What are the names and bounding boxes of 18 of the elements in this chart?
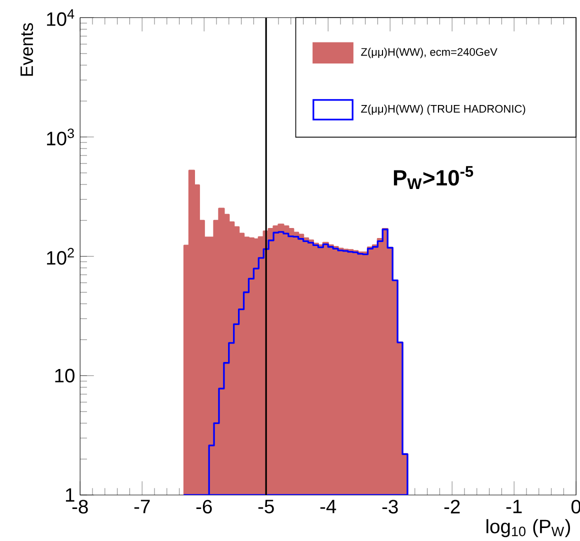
x-tick-label: -2 bbox=[444, 500, 460, 514]
x-tick-label: -1 bbox=[506, 500, 522, 514]
y-tick-label: 10$^{2}$ bbox=[47, 248, 74, 265]
y-tick-label: 10 bbox=[55, 368, 74, 382]
annotation: P$_{W}$>10$^{-5}$ bbox=[394, 166, 474, 189]
x-tick-label: -5 bbox=[258, 500, 274, 514]
y-tick-label: 1 bbox=[66, 488, 74, 502]
x-tick-label: -6 bbox=[196, 500, 212, 514]
x-tick-label: -7 bbox=[134, 500, 150, 514]
x-tick-label: -3 bbox=[382, 500, 398, 514]
x-tick-label: -4 bbox=[320, 500, 336, 514]
legend-label: Z(μμ)H(WW), ecm=240GeV bbox=[361, 48, 498, 58]
legend-label: Z(μμ)H(WW) (TRUE HADRONIC) bbox=[361, 104, 526, 115]
x-axis-title: log$_{10}$ (P$_{W}$) bbox=[486, 519, 570, 538]
y-tick-label: 10$^{3}$ bbox=[47, 128, 74, 146]
x-tick-label: -8 bbox=[72, 500, 88, 514]
y-axis-title: Events bbox=[20, 23, 34, 76]
y-tick-label: 10$^{4}$ bbox=[47, 9, 74, 26]
